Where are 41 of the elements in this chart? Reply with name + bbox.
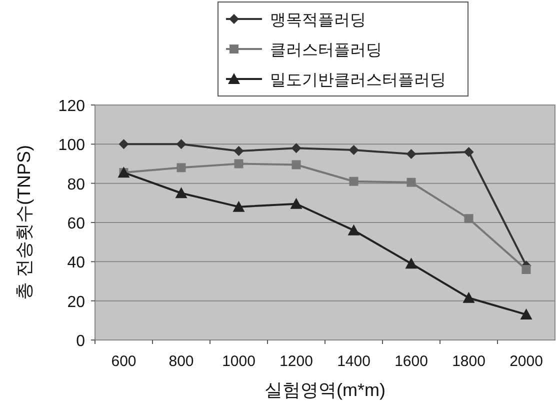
point [175,187,188,198]
legend-label: 맹목적플러딩 [270,12,366,29]
point [176,139,186,150]
x-tick-label: 2000 [510,353,543,370]
point [464,214,474,224]
point [349,176,358,186]
x-axis-title: 실험영역(m*m) [264,380,386,400]
y-tick-label: 80 [67,176,86,194]
y-tick-label: 100 [58,137,86,154]
point [464,147,474,157]
y-tick-label: 60 [67,216,86,232]
y-tick-label: 20 [67,294,86,311]
y-axis-title: 총 전송횟수(TNPS) [14,145,34,300]
point [291,143,302,154]
point [522,265,531,274]
y-tick-label: 0 [76,333,86,350]
point [406,178,416,187]
x-tick-label: 1200 [280,353,313,370]
point [348,224,360,236]
point [232,200,245,212]
y-tick-label: 40 [67,254,86,272]
x-tick-label: 1800 [452,353,486,370]
point [405,258,418,269]
point [290,198,302,209]
point [292,160,301,170]
point [348,145,359,156]
point [234,159,244,168]
x-tick-label: 1400 [337,353,370,370]
point [406,148,416,159]
point [234,146,244,156]
x-tick-label: 1000 [222,353,256,370]
x-tick-label: 600 [111,353,136,370]
point [520,308,532,320]
x-tick-label: 1600 [394,353,428,370]
y-tick-label: 120 [58,98,86,115]
legend-label: 밀도기반클러스터플러딩 [270,72,446,89]
x-tick-label: 800 [168,353,194,370]
point [462,292,475,303]
point [176,163,186,172]
legend-label: 클러스터플러딩 [270,42,382,59]
point [118,139,129,150]
